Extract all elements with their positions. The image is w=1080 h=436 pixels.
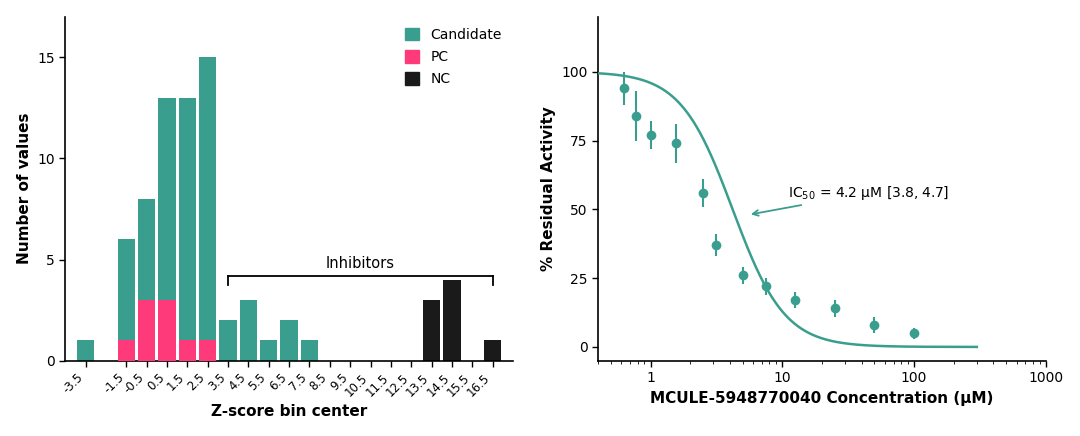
Bar [199, 341, 216, 361]
Bar [423, 300, 441, 361]
Bar [159, 300, 176, 361]
Bar [443, 341, 460, 361]
Bar [484, 341, 501, 361]
Bar [260, 341, 278, 361]
Bar [77, 341, 94, 361]
Bar [178, 341, 195, 361]
Y-axis label: % Residual Activity: % Residual Activity [541, 106, 556, 271]
Bar [219, 320, 237, 361]
Bar [281, 320, 298, 361]
X-axis label: Z-score bin center: Z-score bin center [211, 404, 367, 419]
Legend: Candidate, PC, NC: Candidate, PC, NC [402, 24, 507, 91]
Bar [118, 341, 135, 361]
Text: IC$_{50}$ = 4.2 μM [3.8, 4.7]: IC$_{50}$ = 4.2 μM [3.8, 4.7] [753, 184, 949, 216]
Bar [138, 199, 156, 361]
X-axis label: MCULE-5948770040 Concentration (μM): MCULE-5948770040 Concentration (μM) [650, 391, 994, 405]
Bar [199, 57, 216, 361]
Bar [240, 300, 257, 361]
Bar [159, 98, 176, 361]
Bar [443, 280, 460, 361]
Bar [301, 341, 319, 361]
Bar [178, 98, 195, 361]
Y-axis label: Number of values: Number of values [16, 113, 31, 264]
Bar [138, 300, 156, 361]
Text: Inhibitors: Inhibitors [326, 255, 395, 271]
Bar [118, 239, 135, 361]
